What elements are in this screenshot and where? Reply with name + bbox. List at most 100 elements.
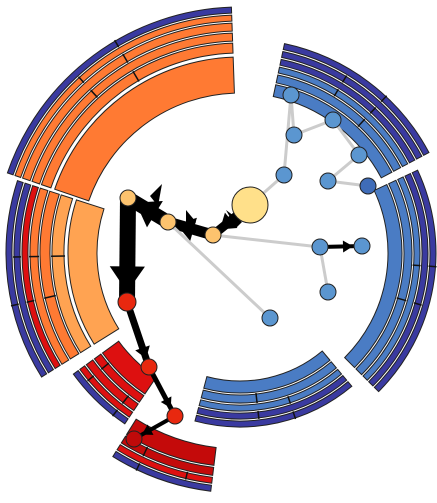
tree-node: [359, 177, 377, 195]
edge-wedge: [186, 210, 196, 236]
blue-arc-group-right: [343, 169, 437, 393]
arc-band: [67, 199, 120, 345]
arc-band: [373, 169, 437, 393]
arc-tick: [292, 411, 297, 420]
arc-band: [13, 182, 55, 374]
arc-band: [85, 359, 139, 412]
arc-band: [198, 368, 343, 412]
blue-arc-group-bottom: [194, 350, 353, 428]
arc-band: [14, 14, 233, 179]
arc-tick: [135, 462, 141, 471]
arc-tick: [122, 53, 129, 63]
arc-band: [277, 66, 409, 168]
arc-tick: [121, 395, 130, 404]
arc-band: [79, 365, 134, 418]
tree-node: [231, 186, 269, 224]
arc-tick: [184, 471, 189, 480]
tree-node: [261, 309, 279, 327]
tree-node: [159, 213, 177, 231]
arc-band: [280, 50, 423, 160]
arc-band: [200, 361, 338, 404]
arc-band: [21, 22, 233, 182]
tree-nodes: [117, 86, 377, 448]
arc-tick: [113, 39, 120, 48]
arc-band: [194, 380, 353, 428]
tree-node: [285, 126, 303, 144]
arc-band: [93, 353, 145, 403]
arc-tick: [132, 70, 140, 82]
arc-tick: [100, 362, 110, 370]
arc-tick: [428, 265, 437, 268]
arc-band: [40, 42, 234, 189]
arc-band: [120, 435, 215, 476]
arc-tick: [111, 409, 119, 417]
arc-band: [5, 180, 48, 378]
arc-tick: [77, 76, 85, 84]
tree-node: [324, 111, 342, 129]
arc-tick: [357, 118, 366, 127]
edge-arrowhead: [135, 200, 163, 228]
arc-tick: [87, 375, 95, 382]
tree-node: [125, 430, 143, 448]
edge-arrowhead: [160, 396, 172, 409]
edge-arrowhead: [342, 240, 354, 253]
edge-arrowhead: [141, 424, 154, 435]
arc-band: [6, 6, 233, 176]
arc-band: [29, 187, 70, 365]
arc-band: [367, 172, 429, 387]
arc-band: [282, 43, 430, 157]
light-orange-arc-group: [5, 180, 120, 378]
tree-node: [204, 226, 222, 244]
deep-red-arc-group: [112, 418, 217, 492]
edge-arrowhead: [109, 266, 145, 293]
arc-band: [21, 185, 61, 370]
tree-node: [117, 292, 137, 312]
arc-tick: [396, 297, 407, 302]
arc-tick: [413, 302, 422, 306]
arc-tick: [142, 446, 149, 457]
arc-band: [51, 194, 92, 354]
arc-band: [362, 176, 421, 381]
arc-band: [355, 179, 413, 376]
arc-band: [343, 183, 403, 369]
arc-tick: [255, 393, 258, 404]
tree-node: [311, 238, 329, 256]
tree-node: [119, 189, 137, 207]
arc-band: [31, 32, 234, 185]
arc-band: [39, 190, 80, 360]
tree-node: [319, 172, 337, 190]
arc-tick: [341, 75, 348, 83]
tree-node: [140, 358, 158, 376]
arc-tick: [257, 410, 260, 420]
arc-band: [275, 74, 402, 172]
edge-arrowhead: [135, 345, 150, 359]
arc-band: [54, 56, 235, 202]
tree-node: [319, 283, 337, 301]
tree-node: [353, 237, 371, 255]
tree-node: [350, 146, 368, 164]
tree-node: [275, 166, 293, 184]
arc-band: [196, 374, 348, 420]
arc-band: [112, 450, 213, 492]
arc-band: [279, 58, 416, 164]
arc-tick: [380, 95, 388, 103]
arc-band: [203, 350, 331, 394]
arc-tick: [10, 303, 19, 307]
edge-wedge: [150, 184, 162, 206]
tree-node: [166, 407, 184, 425]
arc-band: [116, 443, 214, 484]
arc-tick: [90, 89, 99, 98]
arc-tick: [369, 106, 377, 114]
arc-tick: [412, 264, 421, 267]
orange-arc-group: [6, 6, 235, 202]
tree-node: [282, 86, 300, 104]
tree-edge: [212, 233, 321, 249]
arc-tick: [43, 294, 57, 299]
arc-tick: [287, 395, 292, 405]
arc-bands: [5, 6, 437, 492]
arc-tick: [26, 299, 35, 303]
arc-tick: [333, 88, 340, 97]
edge-wedge: [226, 210, 242, 228]
edge-arrowhead: [219, 212, 238, 230]
